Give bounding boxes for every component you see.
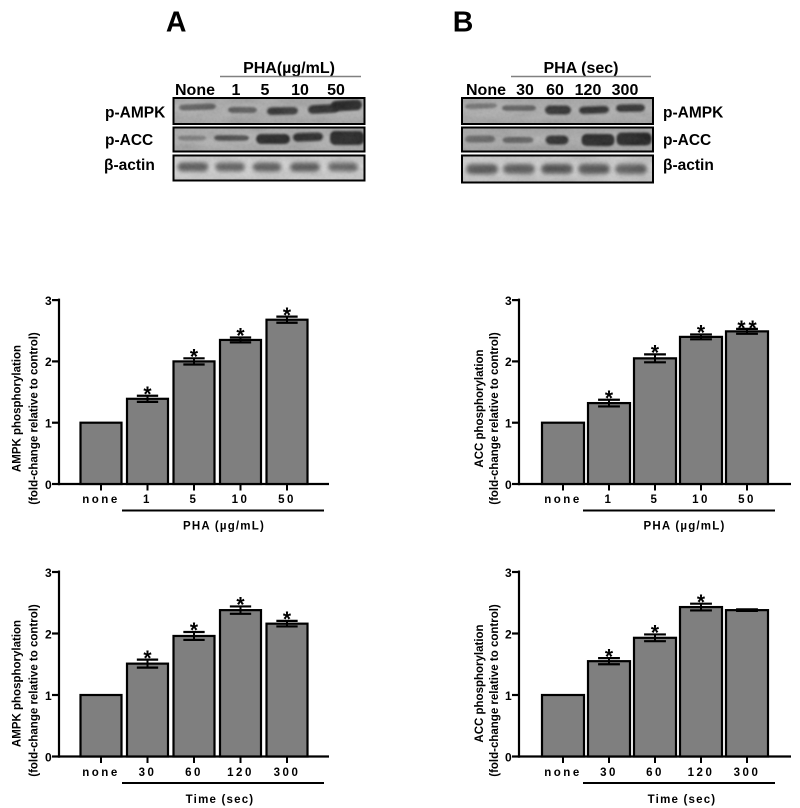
- svg-text:Time (sec): Time (sec): [186, 794, 255, 806]
- svg-text:1: 1: [505, 689, 512, 703]
- svg-text:PHA (µg/mL): PHA (µg/mL): [643, 521, 725, 533]
- svg-text:p-AMPK: p-AMPK: [105, 104, 166, 121]
- svg-text:50: 50: [278, 494, 296, 506]
- svg-text:1: 1: [45, 417, 52, 431]
- svg-text:(fold-change relative to contr: (fold-change relative to control): [489, 332, 501, 505]
- svg-text:*: *: [651, 622, 660, 645]
- svg-text:none: none: [82, 767, 119, 779]
- svg-text:3: 3: [45, 294, 52, 308]
- svg-text:1: 1: [232, 82, 241, 99]
- svg-text:0: 0: [505, 478, 512, 492]
- svg-text:120: 120: [227, 767, 254, 779]
- svg-text:30: 30: [516, 82, 534, 99]
- svg-text:300: 300: [274, 767, 301, 779]
- svg-text:1: 1: [605, 494, 614, 506]
- svg-text:*: *: [283, 608, 292, 631]
- svg-text:1: 1: [505, 417, 512, 431]
- svg-text:300: 300: [612, 82, 639, 99]
- svg-text:(fold-change relative to contr: (fold-change relative to control): [489, 604, 501, 777]
- svg-text:3: 3: [45, 566, 52, 580]
- svg-text:1: 1: [45, 689, 52, 703]
- svg-text:3: 3: [505, 566, 512, 580]
- svg-text:B: B: [453, 7, 474, 39]
- svg-text:*: *: [651, 342, 660, 365]
- svg-text:1: 1: [143, 494, 152, 506]
- svg-text:2: 2: [505, 627, 512, 641]
- svg-text:50: 50: [738, 494, 756, 506]
- svg-text:*: *: [283, 304, 292, 327]
- svg-text:PHA (sec): PHA (sec): [544, 60, 619, 77]
- svg-text:*: *: [236, 325, 245, 348]
- svg-text:10: 10: [291, 82, 309, 99]
- svg-text:300: 300: [734, 767, 761, 779]
- svg-text:ACC phosphorylation: ACC phosphorylation: [474, 349, 486, 467]
- svg-text:(fold-change relative to contr: (fold-change relative to control): [29, 332, 41, 505]
- svg-text:AMPK phosphorylation: AMPK phosphorylation: [12, 620, 24, 747]
- svg-text:*: *: [236, 594, 245, 617]
- svg-text:None: None: [175, 82, 215, 99]
- svg-text:none: none: [544, 767, 581, 779]
- svg-text:10: 10: [232, 494, 250, 506]
- svg-text:*: *: [697, 591, 706, 614]
- svg-text:p-ACC: p-ACC: [663, 132, 711, 149]
- svg-text:*: *: [697, 322, 706, 345]
- svg-text:*: *: [143, 383, 152, 406]
- svg-text:*: *: [190, 346, 199, 369]
- svg-text:*: *: [605, 645, 614, 668]
- svg-text:PHA(µg/mL): PHA(µg/mL): [243, 60, 335, 77]
- svg-text:p-AMPK: p-AMPK: [663, 104, 724, 121]
- svg-text:120: 120: [688, 767, 715, 779]
- svg-text:β-actin: β-actin: [104, 157, 155, 174]
- svg-text:0: 0: [505, 750, 512, 764]
- svg-text:60: 60: [546, 82, 564, 99]
- svg-text:60: 60: [646, 767, 664, 779]
- svg-text:*: *: [605, 387, 614, 410]
- svg-text:Time (sec): Time (sec): [648, 794, 717, 806]
- svg-text:2: 2: [45, 627, 52, 641]
- svg-text:β-actin: β-actin: [663, 157, 714, 174]
- svg-text:AMPK phosphorylation: AMPK phosphorylation: [12, 345, 24, 472]
- svg-text:none: none: [82, 494, 119, 506]
- svg-text:30: 30: [600, 767, 618, 779]
- svg-text:30: 30: [139, 767, 157, 779]
- svg-text:120: 120: [575, 82, 602, 99]
- svg-text:**: **: [737, 317, 759, 340]
- svg-text:*: *: [143, 647, 152, 670]
- svg-text:5: 5: [261, 82, 270, 99]
- svg-text:0: 0: [45, 750, 52, 764]
- svg-text:2: 2: [505, 355, 512, 369]
- svg-text:10: 10: [692, 494, 710, 506]
- svg-text:50: 50: [327, 82, 345, 99]
- svg-text:p-ACC: p-ACC: [105, 132, 153, 149]
- svg-text:5: 5: [651, 494, 660, 506]
- svg-text:3: 3: [505, 294, 512, 308]
- svg-text:2: 2: [45, 355, 52, 369]
- svg-text:(fold-change relative to contr: (fold-change relative to control): [29, 604, 41, 777]
- svg-text:ACC phosphorylation: ACC phosphorylation: [474, 624, 486, 742]
- svg-text:None: None: [466, 82, 506, 99]
- svg-text:60: 60: [185, 767, 203, 779]
- svg-text:0: 0: [45, 478, 52, 492]
- svg-text:none: none: [544, 494, 581, 506]
- svg-text:5: 5: [190, 494, 199, 506]
- svg-text:A: A: [166, 7, 187, 39]
- svg-text:PHA (µg/mL): PHA (µg/mL): [183, 521, 265, 533]
- svg-text:*: *: [190, 619, 199, 642]
